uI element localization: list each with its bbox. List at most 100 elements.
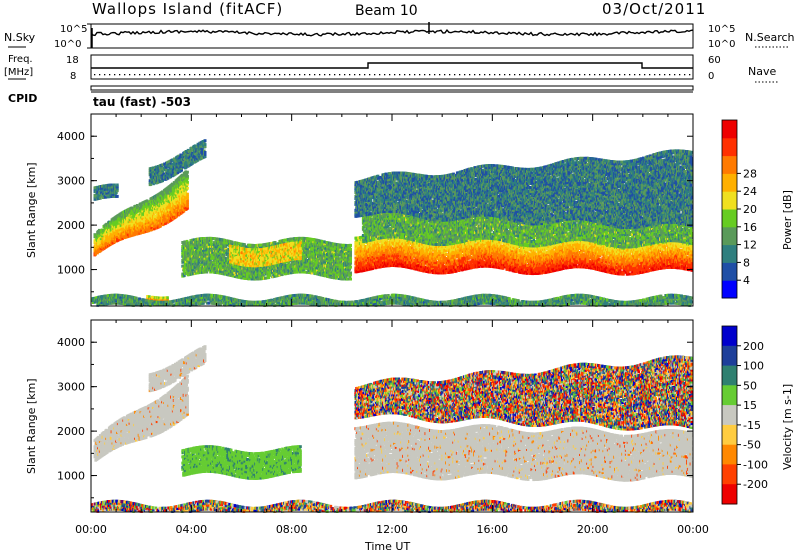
nave-series-dot [314, 74, 315, 75]
nave-series-dot [134, 74, 135, 75]
nave-series-dot [149, 74, 150, 75]
nave-series-dot [384, 74, 385, 75]
nave-series-dot [649, 74, 650, 75]
nsky-panel-frame [91, 24, 693, 48]
nave-series-dot [144, 74, 145, 75]
radar-figure: 1000200030004000481216202428100020003000… [0, 0, 800, 554]
nave-series-dot [259, 74, 260, 75]
nave-series-dot [119, 74, 120, 75]
nave-series-dot [439, 74, 440, 75]
nave-series-dot [104, 74, 105, 75]
nave-series-dot [629, 74, 630, 75]
nave-series-dot [219, 74, 220, 75]
nave-series-dot [674, 74, 675, 75]
nave-series-dot [229, 74, 230, 75]
nave-series-dot [589, 74, 590, 75]
nave-series-dot [124, 74, 125, 75]
nave-series-dot [534, 74, 535, 75]
nave-series-dot [549, 74, 550, 75]
nave-series-dot [164, 74, 165, 75]
nave-series-dot [449, 74, 450, 75]
nave-series-dot [279, 74, 280, 75]
cpid-panel-frame [91, 86, 693, 90]
nave-series-dot [274, 74, 275, 75]
nave-series-dot [289, 74, 290, 75]
nave-series-dot [309, 74, 310, 75]
nave-series-dot [369, 74, 370, 75]
nave-series-dot [429, 74, 430, 75]
nave-series-dot [634, 74, 635, 75]
nave-series-dot [139, 74, 140, 75]
nave-series-dot [659, 74, 660, 75]
nave-series-dot [264, 74, 265, 75]
nave-series-dot [354, 74, 355, 75]
nave-series-dot [159, 74, 160, 75]
nave-series-dot [544, 74, 545, 75]
nave-series-dot [364, 74, 365, 75]
nave-series-dot [474, 74, 475, 75]
nave-series-dot [344, 74, 345, 75]
nave-series-dot [604, 74, 605, 75]
nave-series-dot [414, 74, 415, 75]
nave-series-dot [359, 74, 360, 75]
nave-series-dot [469, 74, 470, 75]
nave-series-dot [484, 74, 485, 75]
nave-series-dot [599, 74, 600, 75]
nave-series-dot [154, 74, 155, 75]
nave-series-dot [284, 74, 285, 75]
nave-series-dot [294, 74, 295, 75]
nave-series-dot [324, 74, 325, 75]
nave-series-dot [319, 74, 320, 75]
nave-series-dot [519, 74, 520, 75]
nave-series-dot [479, 74, 480, 75]
nave-series-dot [209, 74, 210, 75]
nave-series-dot [509, 74, 510, 75]
nave-series-dot [114, 74, 115, 75]
nave-series-dot [584, 74, 585, 75]
nave-series-dot [494, 74, 495, 75]
nave-series-dot [269, 74, 270, 75]
nave-series-dot [579, 74, 580, 75]
nave-series-dot [129, 74, 130, 75]
nave-series-dot [334, 74, 335, 75]
nave-series-dot [609, 74, 610, 75]
nave-series-dot [199, 74, 200, 75]
nsky-series-line [91, 30, 693, 36]
nave-series-dot [594, 74, 595, 75]
nave-series-dot [409, 74, 410, 75]
nave-series-dot [109, 74, 110, 75]
nave-series-dot [234, 74, 235, 75]
nave-series-dot [514, 74, 515, 75]
nave-series-dot [679, 74, 680, 75]
nave-series-dot [669, 74, 670, 75]
nave-series-dot [254, 74, 255, 75]
nave-series-dot [554, 74, 555, 75]
nave-series-dot [424, 74, 425, 75]
nave-series-dot [404, 74, 405, 75]
nave-series-dot [244, 74, 245, 75]
nave-series-dot [464, 74, 465, 75]
nave-series-dot [419, 74, 420, 75]
nave-series-dot [189, 74, 190, 75]
nave-series-dot [454, 74, 455, 75]
nave-series-dot [434, 74, 435, 75]
nave-series-dot [339, 74, 340, 75]
nave-series-dot [94, 74, 95, 75]
nave-series-dot [304, 74, 305, 75]
nave-series-dot [214, 74, 215, 75]
nave-series-dot [174, 74, 175, 75]
nave-series-dot [204, 74, 205, 75]
nave-series-dot [179, 74, 180, 75]
nave-series-dot [249, 74, 250, 75]
nave-series-dot [564, 74, 565, 75]
nave-series-dot [194, 74, 195, 75]
nave-series-dot [529, 74, 530, 75]
nave-series-dot [524, 74, 525, 75]
nave-series-dot [539, 74, 540, 75]
freq-series-line [91, 63, 693, 68]
nave-series-dot [664, 74, 665, 75]
nave-series-dot [559, 74, 560, 75]
nave-series-dot [329, 74, 330, 75]
nave-series-dot [169, 74, 170, 75]
nave-series-dot [459, 74, 460, 75]
